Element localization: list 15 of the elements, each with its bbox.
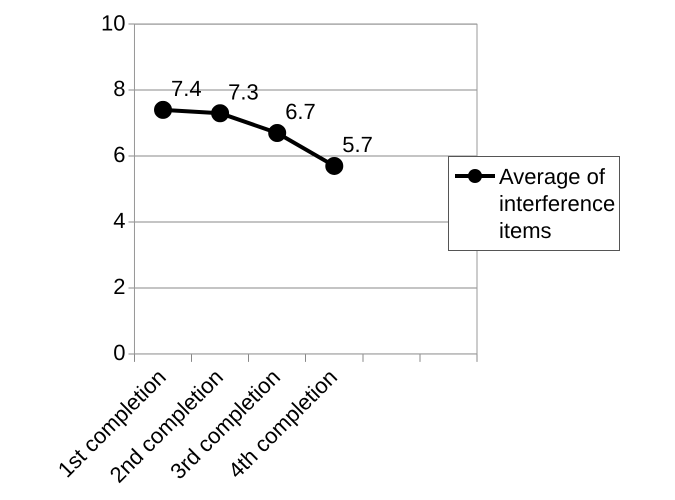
point [325,156,344,175]
data-label: 6.7 [285,99,316,124]
y-tick-label: 6 [113,142,126,168]
y-tick-label: 4 [113,208,126,234]
legend-label: Average of interference items [499,163,616,244]
y-tick-label: 2 [113,274,126,299]
y-tick-label: 0 [113,340,126,365]
data-label: 7.4 [171,76,202,101]
data-label: 7.3 [228,79,259,104]
y-tick-label: 8 [113,76,126,102]
data-label: 5.7 [342,132,373,157]
point [268,124,286,142]
y-tick-label: 10 [100,10,126,36]
point [154,100,172,119]
point [211,104,230,122]
